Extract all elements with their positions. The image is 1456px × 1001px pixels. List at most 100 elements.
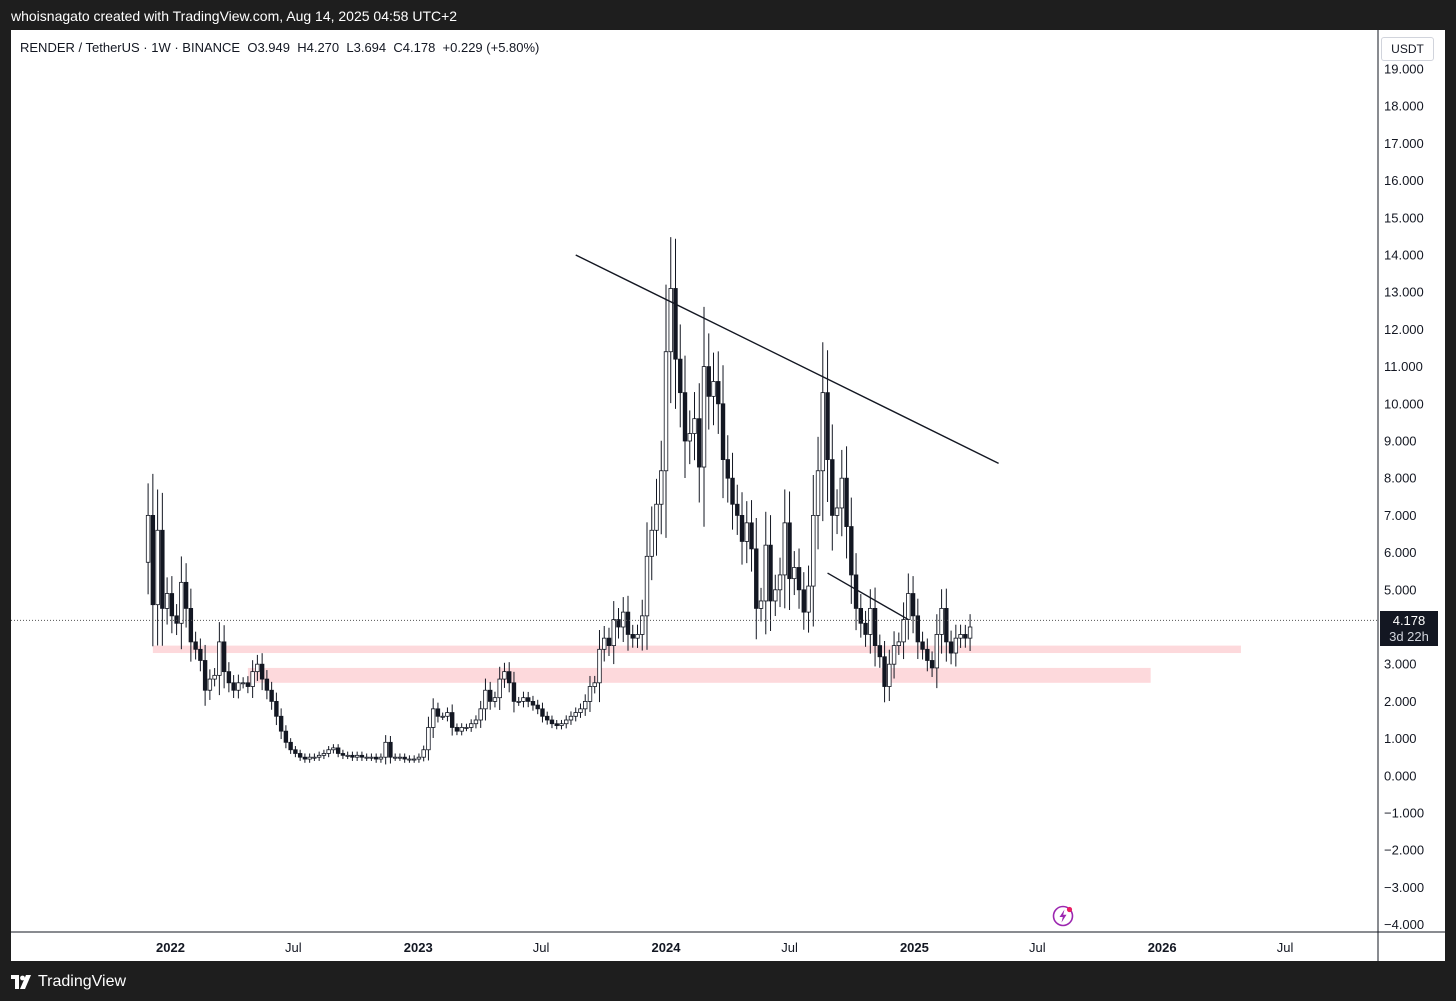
candle-body	[910, 593, 916, 617]
candle-body	[773, 589, 778, 602]
candle-body	[312, 756, 317, 759]
candle-body	[331, 747, 336, 751]
candle-body	[659, 470, 664, 505]
candle-body	[706, 366, 711, 397]
candle-body	[735, 503, 740, 516]
y-tick-label: 15.000	[1384, 210, 1424, 225]
candle-body	[682, 392, 688, 442]
y-tick-label: 18.000	[1384, 99, 1424, 114]
y-tick-label: 12.000	[1384, 322, 1424, 337]
candle-body	[155, 529, 160, 606]
x-tick-label: Jul	[533, 940, 550, 955]
candle-body	[853, 574, 859, 609]
ohlc-open: O3.949	[247, 40, 290, 55]
candle-body	[739, 514, 745, 542]
trendlines[interactable]	[11, 254, 1378, 621]
candle-body	[302, 756, 308, 760]
candle-body	[435, 708, 441, 717]
y-tick-label: 0.000	[1384, 768, 1417, 783]
candle-body	[487, 689, 493, 702]
lightning-alert-icon[interactable]	[1052, 905, 1074, 927]
candle-body	[274, 701, 279, 717]
candle-body	[868, 608, 873, 635]
candle-body	[445, 712, 450, 717]
symbol-legend: RENDER / TetherUS · 1W · BINANCE O3.949 …	[20, 40, 539, 55]
candle-body	[948, 641, 954, 654]
candle-body	[611, 619, 616, 646]
candle-body	[212, 674, 217, 680]
x-tick-label: Jul	[1029, 940, 1046, 955]
symbol-name[interactable]: RENDER / TetherUS · 1W · BINANCE	[20, 40, 241, 55]
y-tick-label: 10.000	[1384, 396, 1424, 411]
candle-body	[373, 756, 379, 760]
x-tick-label: 2024	[652, 940, 682, 955]
y-tick-label: 5.000	[1384, 582, 1417, 597]
candle-body	[920, 641, 925, 650]
candle-body	[507, 671, 512, 684]
candle-body	[763, 544, 768, 602]
candle-body	[944, 608, 949, 643]
last-price-label: 4.178 3d 22h	[1380, 611, 1438, 646]
candle-body	[250, 671, 255, 687]
x-tick-label: Jul	[781, 940, 798, 955]
tradingview-logo[interactable]: TradingView	[11, 973, 126, 991]
y-tick-label: 9.000	[1384, 434, 1417, 449]
candle-body	[397, 756, 403, 759]
candle-body	[369, 756, 374, 759]
candle-body	[877, 645, 883, 658]
price-chart[interactable]: 19.000 18.000 17.000 16.000 15.000 14.000 13.0…	[11, 30, 1445, 961]
candle-body	[925, 648, 930, 661]
y-tick-label: 11.000	[1384, 359, 1423, 374]
candle-body	[649, 529, 654, 557]
candle-body	[426, 727, 431, 751]
candle-body	[559, 723, 564, 726]
trendline-1[interactable]	[575, 254, 999, 464]
candle-body	[592, 682, 597, 687]
candle-body	[811, 514, 816, 587]
brand-name: TradingView	[38, 973, 127, 990]
candle-body	[307, 756, 312, 760]
axes-frame	[11, 30, 1445, 961]
candle-body	[383, 741, 388, 758]
candle-body	[834, 507, 840, 516]
candle-body	[264, 678, 270, 691]
candle-body	[207, 678, 213, 691]
candle-body	[787, 522, 792, 580]
candle-body	[891, 645, 897, 665]
currency-button[interactable]: USDT	[1381, 37, 1434, 61]
chart-panel[interactable]: 19.000 18.000 17.000 16.000 15.000 14.000 13.0…	[11, 30, 1445, 961]
y-tick-label: −1.000	[1384, 806, 1424, 821]
candle-body	[217, 641, 222, 676]
candle-body	[245, 682, 251, 687]
x-tick-label: 2026	[1148, 940, 1177, 955]
candle-body	[198, 648, 203, 661]
candle-body	[720, 403, 726, 460]
candle-body	[473, 719, 479, 725]
candle-body	[625, 611, 631, 635]
candle-body	[335, 747, 341, 754]
candle-body	[630, 634, 635, 639]
y-tick-label: −2.000	[1384, 843, 1424, 858]
candle-body	[583, 701, 588, 710]
trendline-2[interactable]	[827, 572, 909, 621]
candle-body	[711, 381, 716, 397]
candle-body	[887, 663, 892, 687]
y-tick-label: 3.000	[1384, 657, 1417, 672]
candle-body	[697, 418, 702, 468]
candle-body	[839, 477, 845, 509]
ohlc-close: C4.178	[393, 40, 436, 55]
candle-body	[293, 749, 298, 754]
candle-body	[654, 503, 659, 531]
candle-body	[535, 704, 540, 710]
tradingview-logo-icon	[11, 975, 31, 989]
candle-body	[502, 671, 507, 680]
candle-body	[635, 634, 640, 639]
x-tick-label: 2025	[900, 940, 929, 955]
candle-body	[958, 634, 963, 639]
candle-body	[193, 641, 198, 650]
candle-body	[587, 686, 593, 702]
candle-body	[255, 663, 260, 673]
candle-body	[364, 756, 369, 759]
last-price-value: 4.178	[1392, 613, 1426, 628]
candle-body	[188, 608, 194, 643]
